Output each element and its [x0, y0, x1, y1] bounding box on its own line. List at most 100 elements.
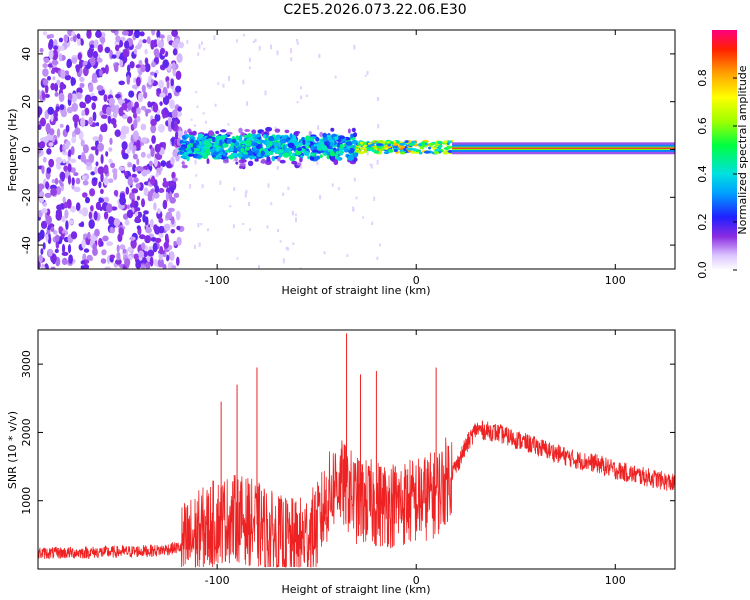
spectrogram-cell: [69, 205, 77, 213]
spectrogram-cell: [149, 256, 154, 267]
spectrogram-cell: [126, 148, 131, 155]
spectrogram-cell: [59, 123, 64, 128]
spectrogram-y-tick-label: 0: [20, 146, 33, 153]
spectrogram-cell: [88, 83, 94, 93]
spectrogram-cell: [53, 45, 59, 50]
spectrogram-cell: [127, 116, 133, 124]
spectrogram-cell: [189, 184, 192, 189]
spectrogram-cell: [63, 201, 68, 209]
spectrogram-cell: [85, 161, 92, 167]
spectrogram-cell: [351, 139, 358, 144]
spectrogram-cell: [43, 201, 47, 207]
spectrogram-cell: [66, 106, 73, 114]
spectrogram-cell: [101, 114, 108, 119]
spectrogram-y-ticks: -40 -20 0 20 40: [20, 47, 675, 254]
spectrogram-cell: [343, 147, 348, 152]
spectrogram-cell: [236, 39, 238, 43]
spectrogram-cell: [86, 30, 92, 39]
spectrogram-cell: [114, 129, 121, 137]
spectrogram-cell: [133, 48, 137, 55]
spectrogram-cell: [123, 171, 128, 177]
spectrogram-cell: [115, 44, 120, 52]
spectrogram-cell: [222, 83, 225, 88]
spectrogram-cell: [61, 215, 66, 223]
spectrogram-cell: [65, 140, 71, 147]
spectrogram-cell: [56, 79, 61, 86]
spectrogram-cell: [83, 248, 90, 253]
spectrogram-cell: [329, 157, 336, 161]
spectrogram-cell: [126, 74, 131, 85]
spectrogram-cell: [121, 125, 128, 135]
spectrogram-cell: [127, 246, 133, 253]
spectrogram-cell: [39, 141, 46, 149]
spectrogram-cell: [196, 105, 199, 108]
spectrogram-cell: [131, 84, 139, 90]
spectrogram-x-ticks: -100 0 100: [205, 30, 626, 287]
spectrogram-cell: [287, 247, 290, 251]
spectrogram-cell: [303, 150, 310, 156]
spectrogram-cell: [139, 234, 146, 240]
spectrogram-cell: [317, 125, 320, 130]
spectrogram-cell: [131, 188, 139, 194]
spectrogram-cell: [70, 146, 75, 156]
spectrogram-cell: [41, 91, 46, 101]
spectrogram-cell: [78, 222, 84, 227]
spectrogram-cell: [40, 196, 45, 203]
spectrogram-cell: [47, 76, 51, 81]
snr-y-tick-label: 1000: [20, 487, 33, 515]
spectrogram-cell: [62, 159, 66, 164]
spectrogram-cell: [226, 131, 233, 135]
chart-title: C2E5.2026.073.22.06.E30: [283, 2, 466, 18]
spectrogram-cell: [251, 129, 257, 135]
spectrogram-cell: [71, 31, 76, 37]
spectrogram-cell: [270, 148, 275, 153]
spectrogram-cell: [379, 243, 382, 247]
spectrogram-cell: [54, 92, 59, 97]
spectrogram-cell: [242, 79, 245, 85]
spectrogram-cell: [326, 155, 331, 160]
spectrogram-cell: [305, 94, 308, 97]
spectrogram-cell: [141, 105, 147, 111]
spectrogram-cell: [73, 186, 81, 193]
spectrogram-cell: [337, 187, 340, 191]
colorbar-gradient: [712, 30, 737, 270]
spectrogram-cell: [152, 102, 159, 113]
spectrogram-y-tick-label: 20: [20, 95, 33, 109]
spectrogram-cell: [232, 159, 235, 162]
spectrogram-cell: [181, 161, 185, 165]
spectrogram-cell: [437, 140, 443, 144]
spectrogram-cell: [42, 31, 48, 36]
spectrogram-cell: [175, 131, 179, 139]
spectrogram-cell: [183, 130, 188, 136]
spectrogram-cell: [51, 179, 56, 184]
spectrogram-cell: [94, 228, 100, 237]
spectrogram-cell: [122, 248, 127, 254]
spectrogram-cell: [40, 265, 46, 269]
spectrogram-cell: [162, 181, 170, 188]
spectrogram-cell: [244, 192, 247, 198]
spectrogram-cell: [214, 103, 217, 107]
spectrogram-cell: [329, 151, 335, 157]
spectrogram-cell: [59, 144, 63, 153]
spectrogram-cell: [54, 177, 59, 185]
colorbar-tick-label: 0.4: [696, 165, 709, 183]
spectrogram-cell: [135, 64, 141, 69]
spectrogram-cell: [331, 133, 338, 138]
spectrogram-cell: [152, 242, 158, 253]
spectrogram-cell: [92, 136, 99, 142]
spectrogram-cell: [215, 146, 220, 152]
spectrogram-cell: [128, 141, 135, 151]
spectrogram-cell: [98, 133, 103, 143]
spectrogram-cell: [42, 242, 46, 250]
spectrogram-cell: [153, 202, 157, 211]
spectrogram-cell: [376, 97, 379, 101]
spectrogram-cell: [428, 146, 432, 150]
spectrogram-cell: [267, 183, 270, 188]
spectrogram-cell: [44, 84, 49, 94]
snr-x-ticks: -100 0 100: [205, 330, 626, 587]
spectrogram-cell: [287, 142, 295, 148]
spectrogram-cell: [282, 145, 286, 150]
spectrogram-cell: [132, 130, 139, 141]
snr-y-tick-label: 3000: [20, 350, 33, 378]
spectrogram-cell: [126, 204, 130, 210]
